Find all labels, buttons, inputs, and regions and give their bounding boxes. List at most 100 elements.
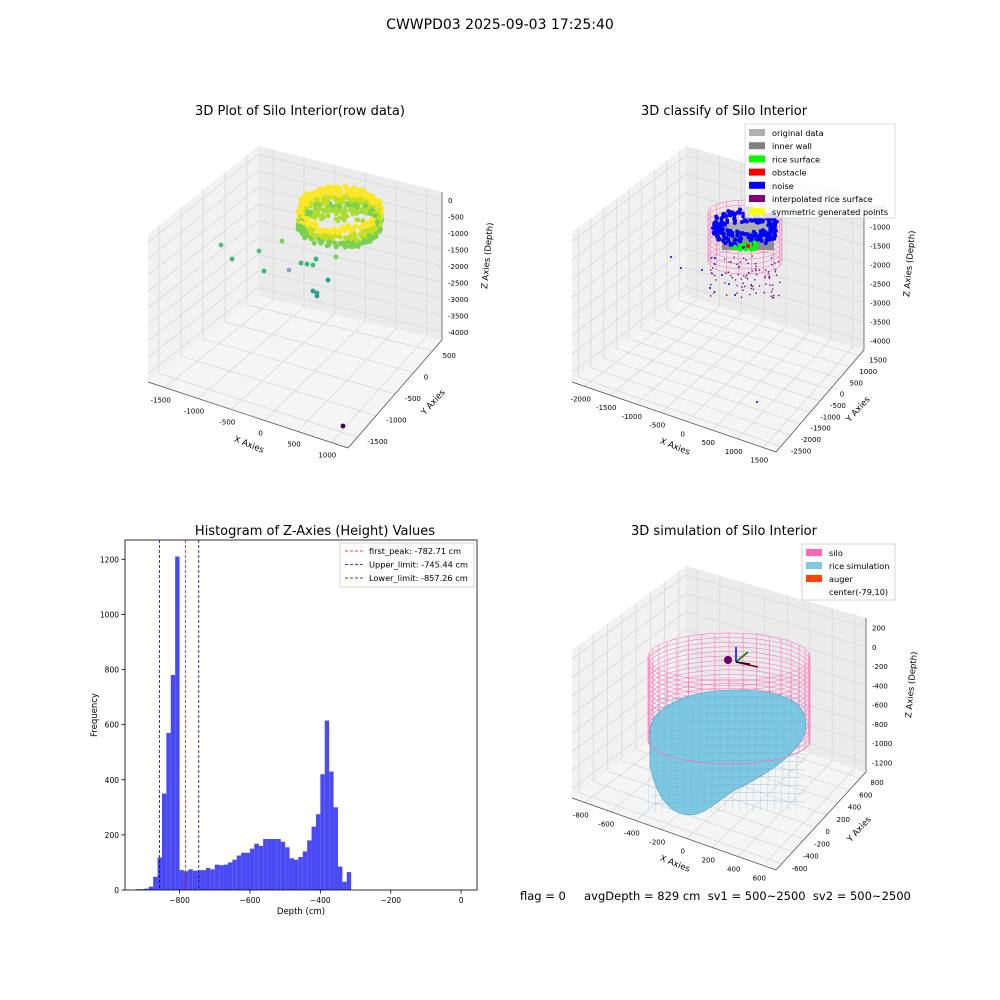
noise-point	[721, 211, 726, 216]
p2-x-tick-label: -1500	[596, 404, 616, 412]
raw-outlier-point	[340, 423, 346, 429]
raw-point	[316, 236, 322, 242]
rice-surface-point	[754, 243, 759, 247]
raw-point	[312, 208, 317, 213]
noise-point	[738, 239, 743, 244]
noise-point	[728, 213, 733, 218]
noise-point	[764, 233, 769, 238]
p1-y-grid	[224, 172, 414, 373]
silo-wire-ring	[647, 646, 811, 696]
p1-x-tick-label: 1000	[318, 452, 336, 460]
raw-point	[309, 230, 315, 236]
raw-point	[370, 222, 376, 228]
raw-point	[357, 195, 364, 201]
p4-x-tick-label: -800	[573, 812, 589, 820]
classify-legend-swatch	[749, 181, 765, 189]
p1-z-grid	[147, 287, 443, 375]
raw-point	[376, 212, 382, 219]
noise-point	[712, 231, 717, 236]
raw-point	[298, 198, 304, 204]
raw-point	[378, 217, 384, 223]
raw-point	[305, 219, 311, 225]
noise-point	[736, 230, 740, 235]
raw-point	[366, 232, 373, 239]
p2-z-grid	[571, 211, 865, 298]
interpolated-point	[730, 261, 732, 263]
noise-point	[712, 223, 717, 228]
histogram-bar	[175, 556, 180, 890]
interpolated-point	[765, 283, 767, 285]
rice-surface-point	[738, 245, 742, 250]
p4-z-tick-label: -1200	[872, 759, 892, 767]
p1-y-tick-label: 500	[443, 352, 456, 360]
raw-point	[335, 188, 341, 194]
p4-back-right-pane	[686, 566, 866, 772]
p4-z-axis-label: Z Axies (Depth)	[904, 651, 920, 718]
raw-point	[325, 230, 331, 236]
raw-point	[320, 191, 326, 197]
rice-surface-point	[752, 242, 757, 246]
interpolated-point	[772, 294, 775, 297]
noise-point	[717, 230, 722, 235]
noise-point	[751, 229, 756, 234]
raw-point	[376, 211, 382, 217]
raw-point	[300, 205, 306, 211]
rice-surface-point	[753, 245, 757, 249]
raw-point	[320, 200, 326, 207]
raw-point	[314, 202, 320, 208]
raw-point	[300, 212, 306, 218]
interpolated-point	[768, 277, 771, 280]
raw-point	[326, 195, 332, 201]
p4-y-grid	[649, 592, 839, 804]
interpolated-point	[746, 277, 749, 280]
raw-point	[318, 191, 324, 197]
noise-point	[728, 228, 733, 233]
noise-point	[735, 233, 740, 238]
p4-x-grid	[660, 588, 766, 830]
interpolated-point	[755, 268, 757, 270]
histogram-bar	[219, 865, 224, 890]
noise-point	[722, 235, 727, 240]
simulation-legend-swatch	[806, 562, 822, 569]
panel2-title: 3D classify of Silo Interior	[640, 104, 808, 119]
rice-mesh-line	[651, 760, 806, 765]
noise-point	[774, 219, 779, 224]
interpolated-point	[735, 263, 738, 266]
raw-point	[344, 213, 349, 219]
noise-point	[773, 228, 778, 233]
raw-point	[356, 187, 362, 194]
p4-y-tick-label: 0	[825, 828, 829, 836]
raw-point	[332, 196, 339, 202]
raw-outlier-point	[218, 242, 224, 248]
rice-mesh-line	[651, 696, 806, 701]
noise-point	[759, 232, 764, 237]
raw-point	[307, 223, 313, 229]
interpolated-point	[738, 266, 741, 268]
noise-point	[772, 215, 777, 219]
noise-point	[753, 233, 758, 238]
raw-point	[365, 227, 371, 234]
noise-point	[749, 237, 754, 242]
raw-point	[365, 195, 371, 201]
histogram-bar	[298, 856, 303, 890]
raw-point	[353, 238, 359, 244]
rice-mesh-line	[651, 720, 806, 725]
noise-point	[714, 229, 719, 234]
raw-point	[363, 210, 369, 215]
raw-point	[341, 214, 346, 219]
raw-point	[298, 209, 304, 215]
noise-point	[756, 213, 761, 218]
raw-point	[372, 204, 378, 210]
raw-point	[366, 205, 372, 211]
p2-y-tick-label: -1000	[820, 413, 840, 421]
raw-point	[310, 220, 316, 226]
noise-point	[719, 216, 724, 221]
noise-point	[749, 206, 754, 211]
raw-point	[347, 188, 353, 194]
raw-point	[304, 215, 310, 221]
raw-point	[334, 197, 340, 204]
raw-point	[334, 194, 340, 200]
noise-point	[749, 218, 754, 223]
noise-point	[737, 238, 741, 243]
